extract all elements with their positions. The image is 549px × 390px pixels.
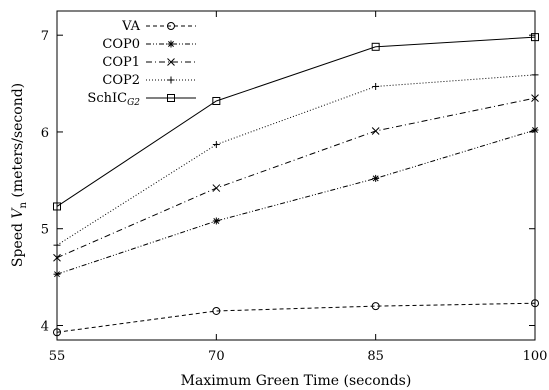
x-tick-label: 55 [49,349,66,364]
legend-item-cop0: COP0 [102,37,196,52]
legend-label: SchICG2 [87,91,140,108]
data-point-cop2 [531,71,539,79]
legend-label: VA [121,19,141,34]
data-point-cop2 [53,241,61,249]
series-va [53,299,539,337]
x-axis: 55 70 85 100 [49,11,548,364]
y-tick-label: 6 [41,126,49,141]
series-line-cop0 [56,129,536,275]
data-point-cop1 [212,184,221,192]
data-point-va [212,306,221,315]
legend-label: COP0 [102,37,140,52]
legend-marker [167,76,175,84]
legend-label: COP1 [102,55,140,70]
x-tick-label: 70 [208,349,225,364]
data-point-schic-g2 [212,96,221,105]
x-tick-label: 100 [523,349,548,364]
series-cop2 [53,71,539,249]
legend-marker [167,94,175,102]
legend-item-schic-g2: SchICG2 [87,91,196,108]
y-tick-label: 7 [41,29,49,44]
data-point-cop0 [372,174,380,182]
y-tick-label: 4 [41,319,49,334]
data-point-cop1 [531,94,539,102]
data-point-cop1 [371,127,380,135]
legend-marker [167,40,175,48]
data-point-schic-g2 [53,202,61,211]
legend-item-cop2: COP2 [102,73,196,88]
legend-marker [167,58,175,66]
series-schic-g2 [53,33,539,211]
x-axis-label: Maximum Green Time (seconds) [181,373,412,389]
y-tick-label: 5 [41,223,49,238]
data-point-va [531,299,539,308]
series-line-cop1 [56,97,536,259]
data-point-schic-g2 [531,33,539,42]
plot-area [56,10,536,341]
legend: VA COP0 COP1 COP2 SchICG2 [87,19,196,108]
data-point-cop0 [531,126,539,134]
plot-frame [56,10,536,341]
series-layer [53,33,539,337]
series-line-cop2 [56,74,536,246]
series-line-va [56,302,536,333]
y-axis: 4 5 6 7 [41,29,535,334]
series-line-schic-g2 [56,36,536,207]
legend-item-va: VA [121,19,196,34]
legend-marker [167,22,175,30]
data-point-cop2 [372,82,380,90]
series-cop0 [53,126,539,278]
legend-label: COP2 [102,73,140,88]
series-cop1 [53,94,539,262]
data-point-cop2 [212,141,220,149]
x-tick-label: 85 [367,349,384,364]
y-axis-label: Speed Vn (meters/second) [10,83,29,267]
data-point-va [53,328,61,337]
data-point-va [371,302,380,311]
data-point-schic-g2 [371,42,380,51]
legend-item-cop1: COP1 [102,55,196,70]
data-point-cop0 [212,217,220,225]
data-point-cop1 [53,253,61,262]
data-point-cop0 [53,270,61,278]
